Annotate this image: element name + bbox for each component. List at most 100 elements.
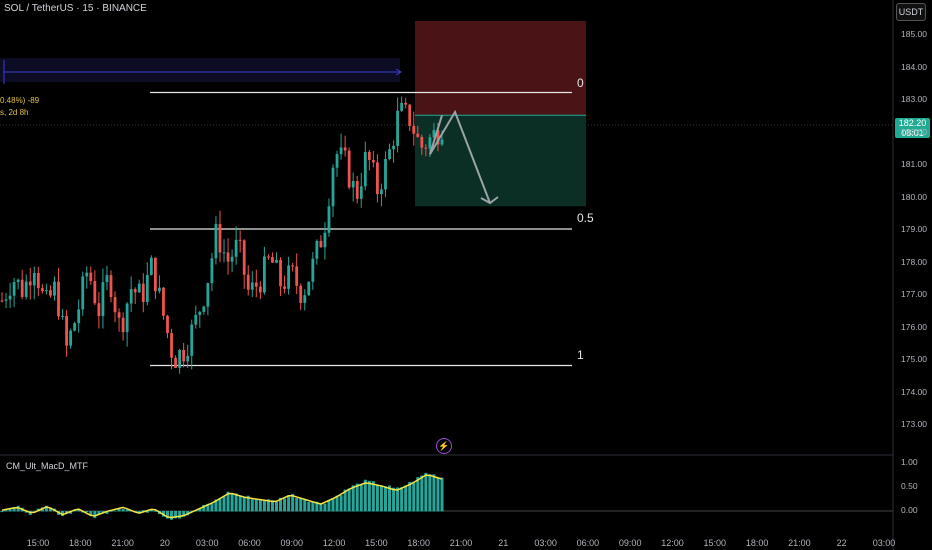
macd-histogram-bar (262, 500, 266, 512)
macd-histogram-bar (440, 477, 444, 512)
candle-body (190, 324, 194, 356)
lightning-icon[interactable]: ⚡ (436, 438, 452, 454)
candle-body (376, 162, 379, 195)
macd-histogram-bar (109, 511, 113, 512)
macd-histogram-bar (226, 491, 230, 512)
price-axis-label: 173.00 (901, 419, 927, 429)
macd-histogram-bar (242, 496, 246, 512)
macd-histogram-bar (315, 501, 319, 512)
macd-histogram-bar (202, 504, 206, 512)
time-axis-label: 18:00 (745, 538, 769, 548)
macd-histogram-bar (416, 477, 420, 512)
macd-histogram-bar (436, 477, 440, 512)
macd-histogram-bar (149, 509, 153, 512)
macd-histogram-bar (424, 472, 428, 512)
macd-indicator-title[interactable]: CM_Ult_MacD_MTF (6, 461, 89, 471)
macd-histogram-bar (270, 500, 274, 512)
candle-body (81, 276, 85, 310)
candle-body (133, 289, 137, 293)
candle-body (89, 272, 93, 282)
candle-body (97, 303, 101, 316)
symbol-title[interactable]: SOL / TetherUS · 15 · BINANCE (4, 3, 147, 14)
macd-histogram-bar (319, 504, 323, 512)
candle-body (36, 273, 40, 289)
candle-body (408, 104, 412, 126)
indicator-label-2: s, 2d 8h (0, 108, 29, 117)
macd-histogram-bar (145, 511, 149, 513)
projection-path (429, 109, 499, 205)
macd-histogram-bar (8, 508, 12, 512)
candle-body (61, 315, 64, 317)
macd-histogram-bar (311, 501, 315, 512)
macd-histogram-bar (69, 511, 73, 514)
candle-body (20, 279, 24, 297)
macd-histogram-bar (379, 485, 383, 512)
macd-histogram-bar (85, 511, 89, 513)
macd-histogram-bar (121, 508, 125, 512)
macd-histogram-bar (65, 511, 69, 514)
candle-body (121, 317, 125, 333)
candle-body (8, 295, 12, 300)
candle-body (359, 186, 363, 199)
macd-histogram-bar (246, 495, 250, 512)
candle-body (275, 259, 278, 263)
macd-histogram-bar (210, 503, 214, 512)
candle-body (234, 239, 238, 257)
macd-histogram-bar (371, 481, 375, 512)
candle-body (230, 256, 234, 262)
candle-body (125, 303, 129, 333)
macd-histogram-bar (101, 511, 105, 513)
time-axis-label: 09:00 (280, 538, 304, 548)
candle-body (162, 287, 165, 316)
macd-histogram-bar (375, 484, 379, 512)
candle-body (166, 315, 169, 334)
time-axis-label: 15:00 (365, 538, 388, 548)
candle-body (254, 282, 258, 287)
macd-histogram-bar (153, 511, 157, 512)
macd-histogram-bar (367, 480, 371, 512)
candle-body (0, 300, 4, 302)
projection-arrowhead (480, 196, 499, 205)
candle-body (279, 259, 282, 287)
candle-body (400, 102, 404, 111)
candle-body (262, 256, 266, 293)
candle-body (186, 355, 190, 362)
candle-body (65, 315, 68, 346)
candle-body (287, 265, 291, 289)
price-axis-label: 175.00 (901, 354, 927, 364)
macd-histogram-bar (178, 511, 182, 519)
macd-histogram-bar (198, 508, 202, 512)
macd-axis-label: 1.00 (901, 457, 918, 467)
candle-body (351, 181, 355, 188)
macd-histogram-bar (420, 475, 424, 512)
macd-histogram-bar (222, 496, 226, 512)
candle-body (158, 287, 161, 292)
candle-body (299, 285, 303, 303)
candle-body (283, 286, 286, 289)
time-axis-label: 21:00 (111, 538, 134, 548)
price-axis-label: 180.00 (901, 191, 927, 202)
trade-position-box (415, 21, 586, 207)
price-axis-label: 182.00 (901, 126, 927, 137)
currency-button[interactable]: USDT (896, 3, 926, 21)
macd-histogram-bar (363, 479, 367, 512)
candle-body (371, 159, 375, 163)
candle-body (250, 282, 254, 290)
macd-histogram-bar (113, 510, 117, 512)
macd-histogram-bar (32, 511, 36, 512)
last-price: 182.20 (898, 118, 927, 128)
macd-histogram-bar (174, 511, 178, 519)
macd-histogram-bar (327, 499, 331, 512)
macd-signal-line (1, 474, 443, 519)
candle-body (45, 290, 48, 292)
macd-histogram-bar (238, 495, 242, 512)
candle-body (295, 266, 299, 286)
time-axis-label: 21:00 (449, 538, 473, 548)
macd-histogram-bar (303, 499, 307, 512)
macd-histogram-bar (388, 485, 392, 512)
candle-body (436, 130, 440, 145)
time-axis-label: 03:00 (534, 538, 557, 548)
price-axis-label: 178.00 (901, 256, 927, 267)
macd-histogram-bar (335, 495, 339, 512)
